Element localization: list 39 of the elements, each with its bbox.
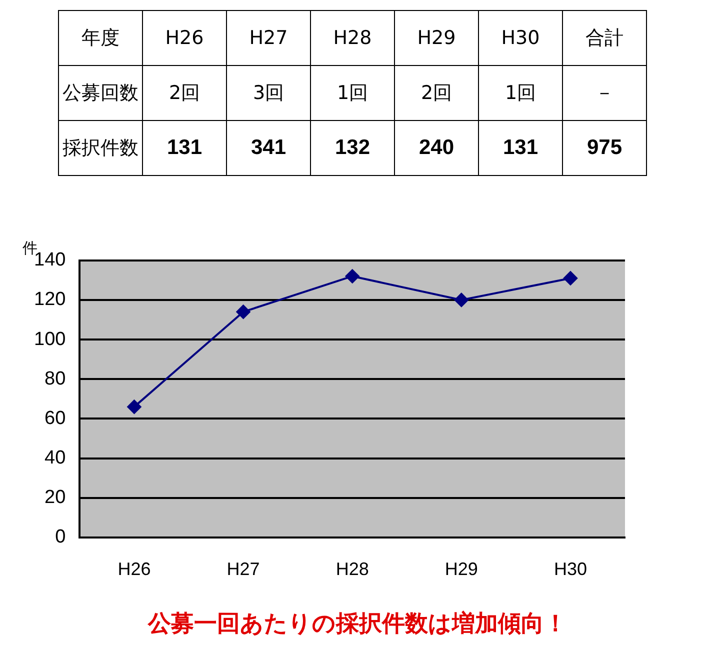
x-tick-label: H27 (226, 559, 260, 580)
text: 採択件数 (58, 120, 142, 176)
y-tick-label: 20 (44, 487, 66, 508)
x-tick-label: H29 (444, 559, 478, 580)
text: 公募一回あたりの採択件数は増加傾向！ (146, 610, 568, 639)
text: 3回 (226, 66, 310, 120)
y-tick-label: 60 (44, 408, 66, 429)
category-label: 合計 (562, 10, 646, 66)
text: 1回 (478, 66, 562, 120)
point (454, 292, 468, 307)
text: 1回 (310, 66, 394, 120)
point (345, 269, 360, 284)
y-tick-label: 100 (34, 328, 66, 350)
category-label: H27 (226, 10, 310, 66)
point (127, 400, 142, 414)
text: 2回 (142, 66, 226, 120)
text: 2回 (394, 66, 478, 120)
point (563, 271, 578, 286)
category-label: H26 (142, 10, 226, 66)
x-tick-label: H30 (554, 559, 587, 580)
category-label: H28 (310, 10, 394, 66)
point (236, 304, 250, 319)
text: 131 (478, 120, 562, 176)
y-tick-label: 80 (44, 368, 66, 390)
y-tick-label: 120 (34, 289, 66, 310)
text: － (562, 66, 646, 120)
text: 341 (226, 120, 310, 176)
x-tick-label: H26 (118, 559, 151, 580)
text: 131 (142, 120, 226, 176)
text: 240 (394, 120, 478, 176)
y-tick-label: 40 (44, 447, 66, 468)
text: 公募回数 (58, 66, 142, 120)
text: 975 (562, 120, 646, 176)
category-label: H29 (394, 10, 478, 66)
category-label: 年度 (58, 10, 142, 66)
y-tick-label: 0 (55, 526, 66, 548)
x-tick-label: H28 (336, 559, 369, 580)
text: 132 (310, 120, 394, 176)
category-label: H30 (478, 10, 562, 66)
